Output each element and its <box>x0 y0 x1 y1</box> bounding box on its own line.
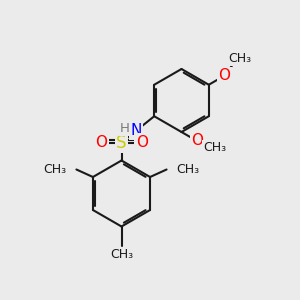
Text: CH₃: CH₃ <box>176 163 199 176</box>
Text: CH₃: CH₃ <box>203 141 227 154</box>
Text: O: O <box>191 134 203 148</box>
Text: S: S <box>116 134 127 152</box>
Text: CH₃: CH₃ <box>44 163 67 176</box>
Text: N: N <box>130 123 142 138</box>
Text: O: O <box>95 135 107 150</box>
Text: O: O <box>136 135 148 150</box>
Text: O: O <box>218 68 230 83</box>
Text: CH₃: CH₃ <box>110 248 133 261</box>
Text: H: H <box>120 122 130 135</box>
Text: CH₃: CH₃ <box>228 52 251 65</box>
